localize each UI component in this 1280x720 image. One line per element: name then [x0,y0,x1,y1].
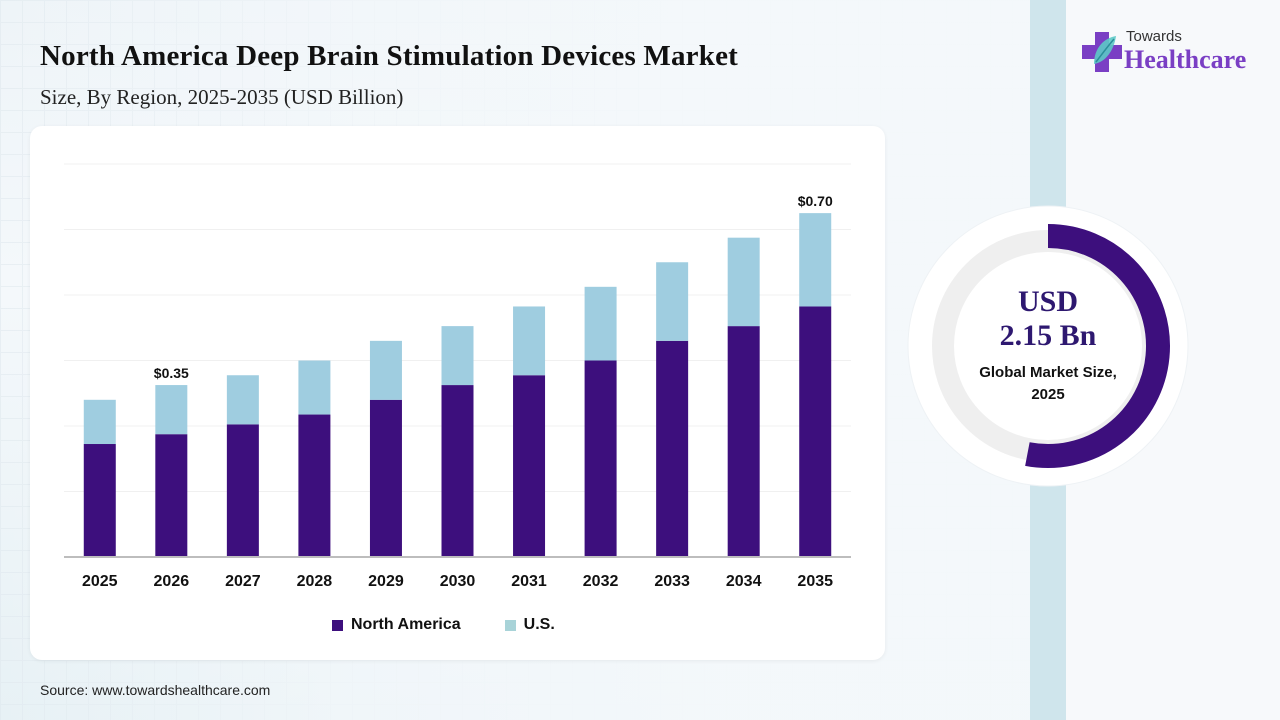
bar-north-america-2031 [513,375,546,557]
bar-u-s-2029 [369,340,402,400]
bar-u-s-2027 [226,375,259,425]
page-subtitle: Size, By Region, 2025-2035 (USD Billion) [40,85,404,109]
x-tick-label: 2031 [511,573,547,590]
bar-north-america-2030 [441,385,474,557]
bar-u-s-2033 [656,262,689,341]
bar-u-s-2034 [727,237,760,327]
summary-label-line1: Global Market Size, [979,364,1117,381]
stacked-bar-chart: 2025 2026 $0.35 2027 2028 2029 2030 2031 2032 203… [64,163,851,590]
bar-north-america-2029 [369,399,402,557]
x-tick-label: 2034 [726,573,762,590]
bar-north-america-2026 [155,434,188,557]
legend-label-us: U.S. [523,616,555,633]
x-tick-label: 2033 [654,573,690,590]
bar-u-s-2035 [799,213,832,307]
x-tick-label: 2028 [297,573,333,590]
x-tick-label: 2032 [583,573,619,590]
donut-value-arc [1025,224,1170,468]
summary-label: Global Market Size, 2025 [907,362,1189,406]
market-size-donut: USD 2.15 Bn Global Market Size, 2025 [907,205,1189,487]
bar-north-america-2025 [83,444,116,557]
x-tick-label: 2025 [82,573,118,590]
x-tick-label: 2026 [154,573,190,590]
bar-u-s-2025 [83,399,116,445]
bar-north-america-2035 [799,306,832,557]
legend-item-us: U.S. [504,616,555,634]
bar-north-america-2028 [298,414,331,557]
bar-north-america-2033 [656,340,689,557]
bar-u-s-2032 [584,286,617,361]
summary-currency: USD [1017,285,1078,318]
source-note: Source: www.towardshealthcare.com [40,682,271,698]
x-tick-label: 2030 [440,573,476,590]
chart-legend: North America U.S. [332,616,555,634]
summary-value: 2.15 Bn [999,319,1097,352]
bar-u-s-2030 [441,326,474,386]
bar-u-s-2028 [298,360,331,415]
legend-item-north-america: North America [332,616,461,634]
bar-u-s-2026 [155,385,188,435]
legend-label-north-america: North America [351,616,461,633]
x-tick-label: 2027 [225,573,261,590]
data-label: $0.35 [154,365,189,381]
data-label: $0.70 [798,193,833,209]
x-tick-label: 2035 [797,573,833,590]
medical-cross-leaf-icon [1082,32,1122,72]
bar-north-america-2032 [584,360,617,557]
x-tick-label: 2029 [368,573,404,590]
legend-swatch-us [504,619,516,631]
bar-north-america-2027 [226,424,259,557]
chart-card: 2025 2026 $0.35 2027 2028 2029 2030 2031 2032 203… [30,126,885,660]
bar-north-america-2034 [727,326,760,557]
logo-text-towards: Towards [1126,28,1182,45]
bar-u-s-2031 [513,306,546,376]
legend-swatch-north-america [332,619,343,631]
logo-text-healthcare: Healthcare [1124,45,1247,74]
donut-ring [907,205,1189,487]
page-title: North America Deep Brain Stimulation Dev… [40,40,739,72]
summary-label-line2: 2025 [1031,386,1065,403]
